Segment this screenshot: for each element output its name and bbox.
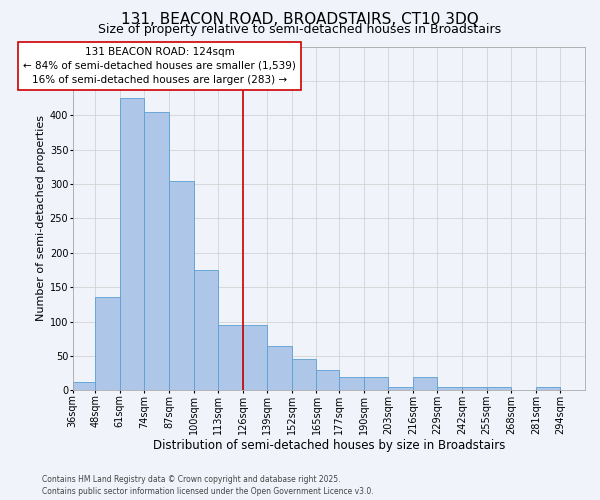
X-axis label: Distribution of semi-detached houses by size in Broadstairs: Distribution of semi-detached houses by … — [152, 440, 505, 452]
Bar — [292, 360, 316, 390]
Text: Contains HM Land Registry data © Crown copyright and database right 2025.
Contai: Contains HM Land Registry data © Crown c… — [42, 475, 374, 496]
Y-axis label: Number of semi-detached properties: Number of semi-detached properties — [35, 116, 46, 322]
Bar — [339, 376, 364, 390]
Text: 131, BEACON ROAD, BROADSTAIRS, CT10 3DQ: 131, BEACON ROAD, BROADSTAIRS, CT10 3DQ — [121, 12, 479, 28]
Text: Size of property relative to semi-detached houses in Broadstairs: Size of property relative to semi-detach… — [98, 22, 502, 36]
Bar — [169, 180, 194, 390]
Bar — [388, 387, 413, 390]
Bar — [218, 325, 243, 390]
Bar — [267, 346, 292, 391]
Bar — [413, 376, 437, 390]
Text: 131 BEACON ROAD: 124sqm
← 84% of semi-detached houses are smaller (1,539)
16% of: 131 BEACON ROAD: 124sqm ← 84% of semi-de… — [23, 47, 296, 85]
Bar — [487, 387, 511, 390]
Bar — [316, 370, 339, 390]
Bar — [73, 382, 95, 390]
Bar — [364, 376, 388, 390]
Bar — [145, 112, 169, 390]
Bar — [95, 298, 120, 390]
Bar — [243, 325, 267, 390]
Bar — [437, 387, 462, 390]
Bar — [194, 270, 218, 390]
Bar — [536, 387, 560, 390]
Bar — [462, 387, 487, 390]
Bar — [120, 98, 145, 390]
